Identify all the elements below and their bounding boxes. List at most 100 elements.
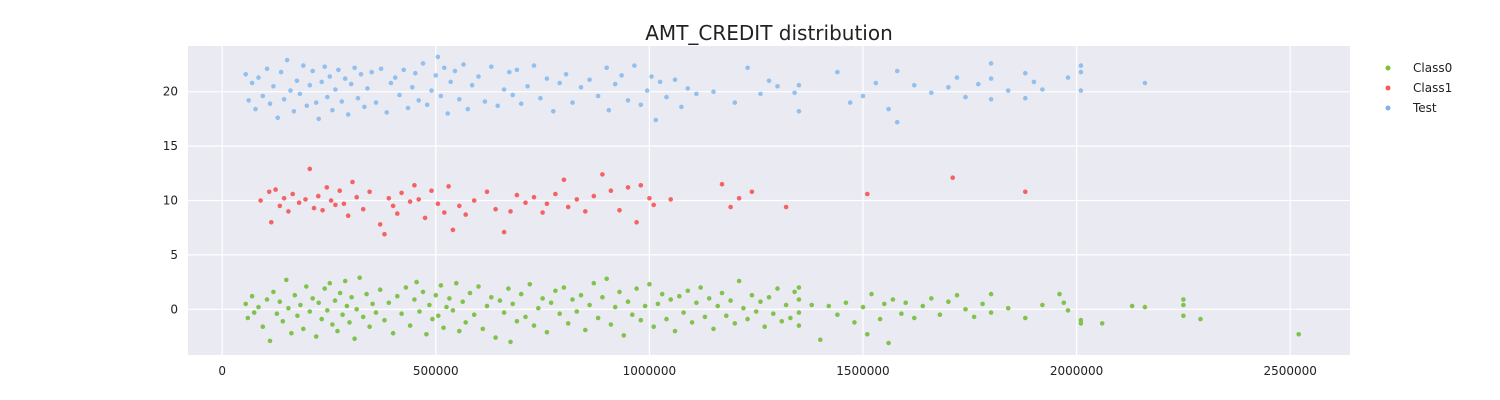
point-test <box>433 73 439 78</box>
point-test <box>420 61 426 66</box>
point-class0 <box>963 307 968 312</box>
point-class0 <box>373 310 379 315</box>
point-test <box>873 80 879 86</box>
point-class1 <box>625 185 631 190</box>
series-class1 <box>258 166 1028 237</box>
point-class1 <box>328 198 334 203</box>
scatter-points <box>243 54 1301 346</box>
point-class0 <box>527 282 533 287</box>
point-test <box>246 98 251 103</box>
point-class0 <box>630 312 635 318</box>
point-class0 <box>506 286 511 291</box>
point-test <box>894 68 900 74</box>
point-class0 <box>330 322 335 327</box>
point-class0 <box>271 289 276 295</box>
point-test <box>319 79 325 85</box>
x-tick-label: 500000 <box>413 364 459 378</box>
point-test <box>384 110 390 115</box>
point-class0 <box>489 295 494 300</box>
point-class0 <box>877 316 883 322</box>
point-class0 <box>544 329 550 335</box>
point-test <box>1065 75 1071 80</box>
point-test <box>649 74 654 79</box>
point-class0 <box>557 311 562 317</box>
point-test <box>482 99 488 104</box>
point-class0 <box>771 311 776 317</box>
point-test <box>685 86 691 91</box>
point-test <box>260 93 266 99</box>
point-test <box>489 64 494 69</box>
point-class0 <box>719 290 725 296</box>
point-class0 <box>497 298 503 303</box>
point-class0 <box>1181 302 1186 308</box>
point-test <box>469 82 475 88</box>
point-class0 <box>796 297 802 302</box>
point-test <box>988 61 994 66</box>
point-class0 <box>980 301 985 307</box>
point-class1 <box>367 189 372 195</box>
point-test <box>664 94 669 100</box>
point-class0 <box>1023 315 1028 321</box>
point-test <box>860 93 866 99</box>
point-class0 <box>843 300 849 306</box>
x-tick-label: 0 <box>218 364 226 378</box>
point-test <box>288 88 293 93</box>
point-class0 <box>865 332 870 337</box>
point-class1 <box>281 196 287 201</box>
point-test <box>775 84 780 89</box>
point-class0 <box>1198 316 1203 322</box>
point-test <box>355 95 361 101</box>
point-test <box>401 67 407 73</box>
point-class0 <box>518 291 524 297</box>
point-class0 <box>493 335 498 340</box>
point-class1 <box>736 196 742 201</box>
point-test <box>1078 63 1084 68</box>
point-test <box>330 107 335 113</box>
point-class0 <box>702 314 708 320</box>
point-class0 <box>711 326 716 332</box>
y-tick-label: 0 <box>170 302 178 316</box>
point-class0 <box>471 312 477 318</box>
point-class0 <box>672 328 678 334</box>
point-class1 <box>574 197 580 202</box>
point-class0 <box>531 323 537 328</box>
point-class1 <box>1023 189 1028 195</box>
point-class0 <box>460 299 466 305</box>
point-test <box>1023 95 1028 101</box>
point-class0 <box>316 300 322 306</box>
point-test <box>301 63 306 68</box>
legend-marker-class0 <box>1385 65 1391 71</box>
point-class1 <box>407 199 413 204</box>
point-class0 <box>741 305 746 311</box>
point-class0 <box>399 311 404 317</box>
point-test <box>507 69 512 75</box>
point-class0 <box>954 292 960 298</box>
point-test <box>297 91 303 97</box>
point-class0 <box>514 319 520 324</box>
point-test <box>397 92 402 98</box>
point-class0 <box>638 317 644 323</box>
point-test <box>271 84 276 89</box>
point-class0 <box>886 340 891 346</box>
point-class0 <box>1181 313 1186 319</box>
point-test <box>1023 70 1028 76</box>
point-class1 <box>296 200 302 205</box>
legend-label-class0: Class0 <box>1413 61 1452 75</box>
point-class0 <box>251 310 257 315</box>
point-class0 <box>267 338 273 344</box>
point-class1 <box>493 206 498 212</box>
point-class1 <box>354 194 360 200</box>
series-test <box>243 54 1148 125</box>
point-class0 <box>724 313 729 319</box>
y-tick-label: 10 <box>163 194 178 208</box>
point-test <box>1078 69 1084 75</box>
point-class0 <box>536 305 541 311</box>
point-class1 <box>266 189 272 195</box>
point-test <box>339 99 345 104</box>
point-class0 <box>245 315 251 321</box>
point-class0 <box>364 291 369 297</box>
point-test <box>963 94 968 100</box>
point-class0 <box>243 301 248 307</box>
point-class0 <box>354 307 360 312</box>
